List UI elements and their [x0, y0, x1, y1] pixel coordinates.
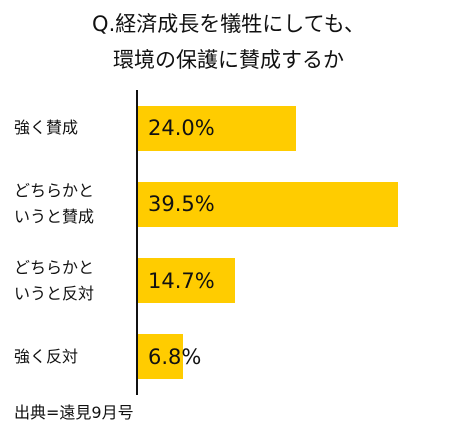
category-label-3-line-2: いうと反対 — [14, 283, 95, 303]
category-label-2-line-2: いうと賛成 — [14, 207, 95, 227]
category-label-2-line-1: どちらかと — [14, 181, 95, 201]
bar-3 — [138, 258, 235, 304]
category-label-1-line-1: 強く賛成 — [14, 118, 79, 138]
chart-title-line-1: Q.経済成長を犠牲にしても、 — [92, 12, 365, 36]
category-label-3-line-1: どちらかと — [14, 257, 95, 277]
bar-value-label-4: 6.8% — [148, 344, 202, 369]
bar-value-label-3: 14.7% — [148, 268, 215, 293]
bar-1 — [138, 105, 296, 151]
bar-value-label-1: 24.0% — [148, 116, 215, 141]
category-label-4-line-1: 強く反対 — [14, 346, 79, 366]
bar-value-label-2: 39.5% — [148, 192, 215, 217]
bar-2 — [138, 181, 398, 227]
source-note: 出典=遠見9月号 — [14, 403, 134, 422]
bar-4 — [138, 334, 183, 380]
chart-title-line-2: 環境の保護に賛成するか — [113, 48, 344, 72]
category-axis-line — [136, 90, 138, 395]
bar-chart: 24.0% 強く賛成 39.5% どちらかと いうと賛成 14.7% どちらかと いうと反対 6… — [0, 90, 457, 395]
